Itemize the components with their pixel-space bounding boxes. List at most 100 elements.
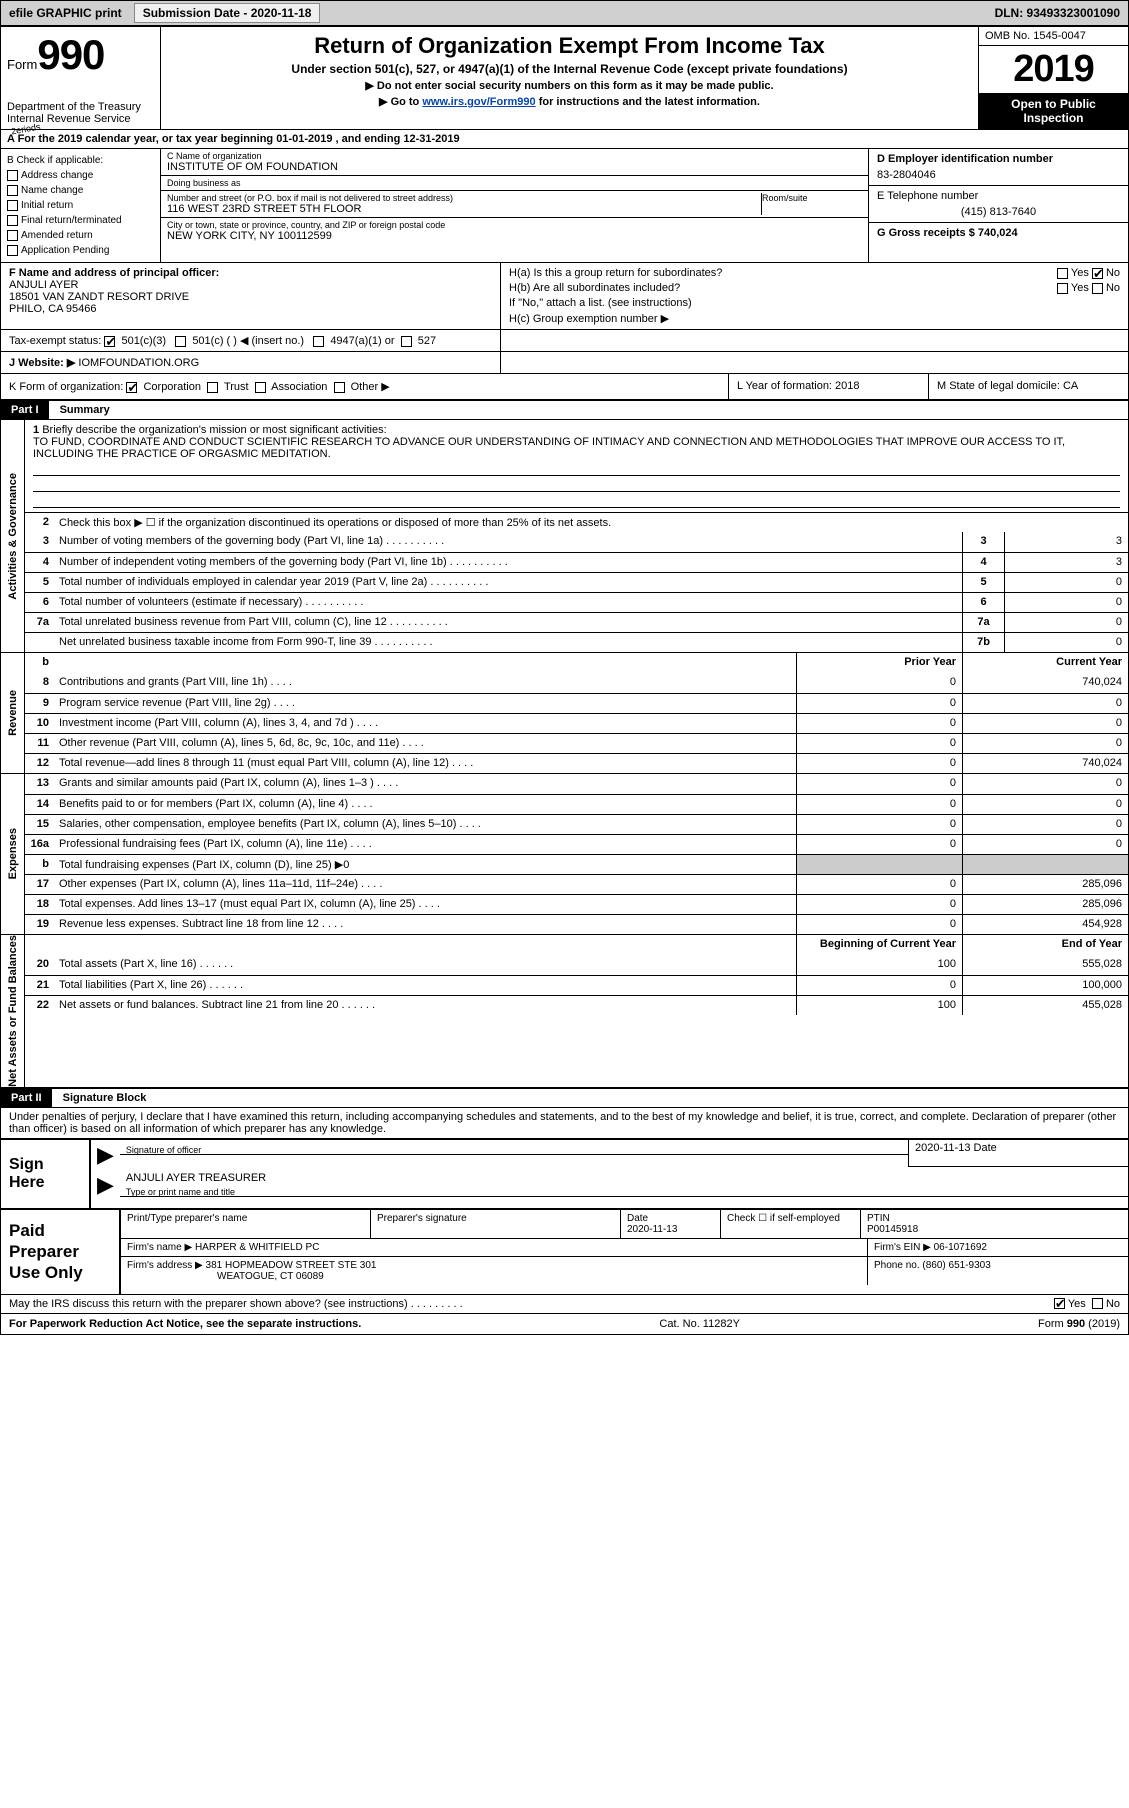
line-num: 22	[25, 996, 55, 1015]
prep-self-employed: Check ☐ if self-employed	[721, 1210, 861, 1238]
current-year-value: 0	[962, 734, 1128, 753]
checkbox-icon[interactable]	[401, 336, 412, 347]
line-num: 6	[25, 593, 55, 612]
box-e: E Telephone number (415) 813-7640	[869, 186, 1128, 223]
nab-lines: 20Total assets (Part X, line 16) . . . .…	[25, 955, 1128, 1015]
inspection-line2: Inspection	[981, 111, 1126, 125]
checkbox-icon[interactable]	[1092, 268, 1103, 279]
checkbox-icon[interactable]	[1092, 283, 1103, 294]
omb-number: OMB No. 1545-0047	[979, 27, 1128, 46]
officer-name: ANJULI AYER	[9, 279, 492, 291]
line-desc: Total number of volunteers (estimate if …	[55, 593, 962, 612]
form-header: Form990 Department of the Treasury Inter…	[1, 27, 1128, 130]
ein-label: D Employer identification number	[877, 153, 1120, 165]
checkbox-icon[interactable]	[104, 336, 115, 347]
inspection-line1: Open to Public	[981, 97, 1126, 111]
form-number: Form990	[7, 31, 154, 79]
checkbox-icon[interactable]	[126, 382, 137, 393]
status-527: 527	[418, 335, 436, 347]
checkbox-icon[interactable]	[313, 336, 324, 347]
line-num: 9	[25, 694, 55, 713]
line-16a: 16aProfessional fundraising fees (Part I…	[25, 834, 1128, 854]
checkbox-icon[interactable]	[175, 336, 186, 347]
line-num: 4	[25, 553, 55, 572]
prep-row-1: Print/Type preparer's name Preparer's si…	[121, 1210, 1128, 1239]
subtitle-3: ▶ Go to www.irs.gov/Form990 for instruct…	[171, 95, 968, 108]
officer-signature-field[interactable]: Signature of officer	[120, 1140, 908, 1155]
box-k: K Form of organization: Corporation Trus…	[1, 374, 728, 399]
discuss-row: May the IRS discuss this return with the…	[1, 1294, 1128, 1313]
preparer-block: Paid Preparer Use Only Print/Type prepar…	[1, 1208, 1128, 1294]
line-7b: Net unrelated business taxable income fr…	[25, 632, 1128, 652]
arrow-icon: ▶	[91, 1170, 120, 1200]
prior-year-value: 0	[796, 734, 962, 753]
room-cell: Room/suite	[762, 193, 862, 215]
line-12: 12Total revenue—add lines 8 through 11 (…	[25, 753, 1128, 773]
chk-initial: Initial return	[21, 200, 73, 211]
checkbox-icon[interactable]	[7, 245, 18, 256]
firm-addr2: WEATOGUE, CT 06089	[127, 1271, 324, 1282]
sig-date-label: Date	[974, 1142, 997, 1154]
beginning-value: 100	[796, 996, 962, 1015]
hb-answers: Yes No	[1057, 282, 1120, 294]
line-2: 2 Check this box ▶ ☐ if the organization…	[25, 512, 1128, 532]
sig-line-1: ▶ Signature of officer 2020-11-13 Date	[91, 1140, 1128, 1170]
form-container: Form990 Department of the Treasury Inter…	[0, 26, 1129, 1335]
website-value: IOMFOUNDATION.ORG	[78, 357, 199, 369]
prep-row-2: Firm's name ▶ HARPER & WHITFIELD PC Firm…	[121, 1239, 1128, 1257]
box-l: L Year of formation: 2018	[728, 374, 928, 399]
header-middle: Return of Organization Exempt From Incom…	[161, 27, 978, 129]
box-b-items: Address change Name change Initial retur…	[7, 168, 154, 258]
org-corp: Corporation	[143, 381, 200, 393]
checkbox-icon[interactable]	[207, 382, 218, 393]
line-desc: Net unrelated business taxable income fr…	[55, 633, 962, 652]
current-year-value: 0	[962, 714, 1128, 733]
checkbox-icon[interactable]	[7, 185, 18, 196]
current-year-value: 454,928	[962, 915, 1128, 934]
current-year-value: 740,024	[962, 673, 1128, 693]
firm-ein-label: Firm's EIN ▶	[874, 1242, 931, 1253]
submission-date-button[interactable]: Submission Date - 2020-11-18	[134, 3, 321, 23]
dba-label: Doing business as	[167, 178, 862, 188]
checkbox-icon[interactable]	[7, 200, 18, 211]
end-value: 100,000	[962, 976, 1128, 995]
end-value: 455,028	[962, 996, 1128, 1015]
checkbox-icon[interactable]	[7, 230, 18, 241]
dln-label: DLN: 93493323001090	[987, 3, 1128, 23]
line-desc: Total unrelated business revenue from Pa…	[55, 613, 962, 632]
col-current-year: Current Year	[962, 653, 1128, 673]
vtab-ag: Activities & Governance	[1, 420, 25, 652]
nab-spacer	[25, 935, 55, 955]
sign-right: ▶ Signature of officer 2020-11-13 Date ▶…	[91, 1140, 1128, 1208]
col-spacer	[55, 653, 796, 673]
tax-year: 2019	[979, 46, 1128, 93]
line1-num: 1	[33, 424, 39, 436]
irs-link[interactable]: www.irs.gov/Form990	[422, 96, 535, 108]
line-value: 0	[1004, 633, 1128, 652]
goto-pre: ▶ Go to	[379, 96, 422, 108]
checkbox-icon[interactable]	[1057, 283, 1068, 294]
officer-label: F Name and address of principal officer:	[9, 267, 492, 279]
status-4947: 4947(a)(1) or	[330, 335, 394, 347]
checkbox-icon[interactable]	[1054, 1298, 1065, 1309]
period-text: A For the 2019 calendar year, or tax yea…	[7, 133, 460, 145]
prep-name-label: Print/Type preparer's name	[121, 1210, 371, 1238]
line-num: 16a	[25, 835, 55, 854]
exp-lines: 13Grants and similar amounts paid (Part …	[25, 774, 1128, 934]
end-value: 555,028	[962, 955, 1128, 975]
line-box: 7a	[962, 613, 1004, 632]
checkbox-icon[interactable]	[7, 170, 18, 181]
checkbox-icon[interactable]	[7, 215, 18, 226]
checkbox-icon[interactable]	[255, 382, 266, 393]
checkbox-icon[interactable]	[1057, 268, 1068, 279]
blank-line	[33, 478, 1120, 492]
checkbox-icon[interactable]	[334, 382, 345, 393]
checkbox-icon[interactable]	[1092, 1298, 1103, 1309]
box-g: G Gross receipts $ 740,024	[869, 223, 1128, 243]
line-num: 15	[25, 815, 55, 834]
chk-addr-change: Address change	[21, 170, 93, 181]
line2-num: 2	[25, 513, 55, 532]
line-num: b	[25, 855, 55, 874]
current-year-value: 740,024	[962, 754, 1128, 773]
paid-preparer-label: Paid Preparer Use Only	[1, 1210, 121, 1294]
